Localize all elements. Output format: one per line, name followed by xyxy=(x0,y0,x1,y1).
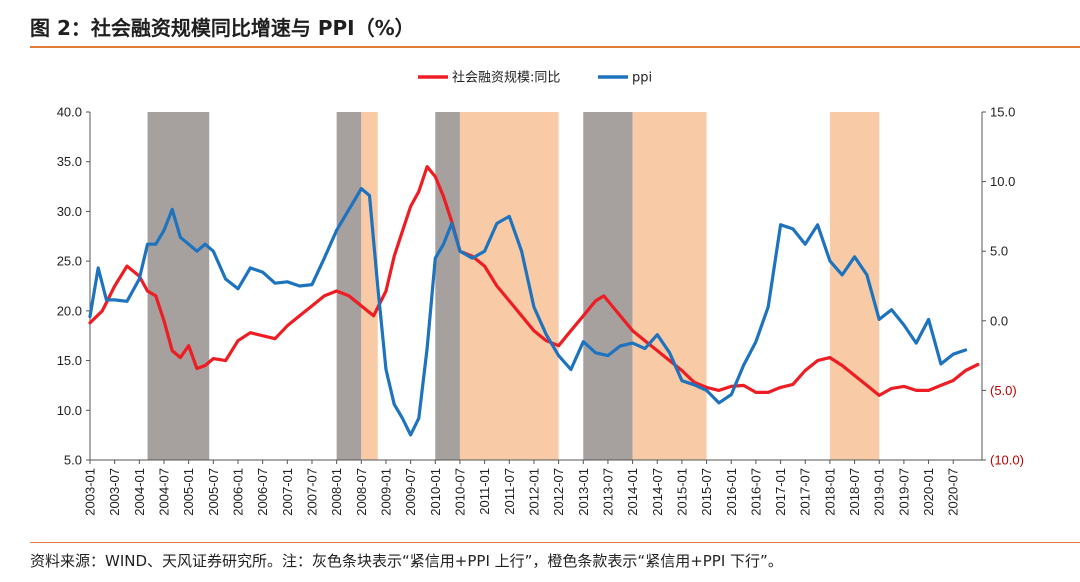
x-tick-label: 2009-07 xyxy=(403,468,418,516)
x-tick-label: 2017-01 xyxy=(773,468,788,516)
x-tick-label: 2010-07 xyxy=(452,468,467,516)
x-tick-label: 2020-01 xyxy=(921,468,936,516)
left-tick-label: 10.0 xyxy=(57,403,82,418)
source-note: 资料来源：WIND、天风证券研究所。注：灰色条块表示“紧信用+PPI 上行”，橙… xyxy=(30,552,783,570)
x-tick-label: 2004-01 xyxy=(132,468,147,516)
title-rule xyxy=(30,46,1080,48)
source-rule xyxy=(30,542,1080,543)
legend-label-ppi: ppi xyxy=(632,71,652,86)
x-tick-label: 2007-01 xyxy=(280,468,295,516)
x-tick-label: 2003-07 xyxy=(107,468,122,516)
right-tick-label: (10.0) xyxy=(990,453,1024,468)
x-tick-label: 2015-01 xyxy=(674,468,689,516)
x-tick-label: 2012-07 xyxy=(551,468,566,516)
right-tick-label: 15.0 xyxy=(990,105,1015,120)
left-tick-label: 40.0 xyxy=(57,105,82,120)
band-7 xyxy=(829,112,880,460)
x-tick-label: 2019-07 xyxy=(896,468,911,516)
series-line-tsf xyxy=(88,165,980,397)
x-tick-label: 2016-01 xyxy=(724,468,739,516)
x-tick-label: 2010-01 xyxy=(428,468,443,516)
band-1 xyxy=(336,112,362,460)
x-tick-label: 2012-01 xyxy=(526,468,541,516)
x-tick-label: 2004-07 xyxy=(156,468,171,516)
legend-label-tsf: 社会融资规模:同比 xyxy=(452,70,560,86)
series-line-ppi xyxy=(88,187,968,437)
x-tick-label: 2018-07 xyxy=(847,468,862,516)
band-3 xyxy=(435,112,460,460)
left-tick-label: 15.0 xyxy=(57,353,82,368)
x-tick-label: 2019-01 xyxy=(872,468,887,516)
x-tick-label: 2014-07 xyxy=(650,468,665,516)
right-tick-label: 10.0 xyxy=(990,174,1015,189)
left-tick-label: 30.0 xyxy=(57,204,82,219)
right-tick-label: 0.0 xyxy=(990,313,1008,328)
x-tick-label: 2011-01 xyxy=(477,468,492,515)
band-6 xyxy=(632,112,707,460)
band-2 xyxy=(361,112,378,460)
x-tick-label: 2020-07 xyxy=(946,468,961,516)
chart-svg: 5.0 10.0 15.0 20.0 25.0 30.0 35.0 40.0 (10.0) (5.… xyxy=(57,70,1024,516)
band-4 xyxy=(459,112,559,460)
right-tick-label: (5.0) xyxy=(990,383,1017,398)
x-tick-label: 2017-07 xyxy=(798,468,813,516)
left-tick-label: 5.0 xyxy=(64,453,82,468)
x-tick-label: 2013-01 xyxy=(576,468,591,516)
left-tick-label: 20.0 xyxy=(57,303,82,318)
band-5 xyxy=(583,112,633,460)
left-tick-label: 25.0 xyxy=(57,254,82,269)
band-0 xyxy=(147,112,210,460)
left-tick-label: 35.0 xyxy=(57,154,82,169)
x-tick-label: 2009-01 xyxy=(378,468,393,516)
figure-title: 图 2：社会融资规模同比增速与 PPI（%） xyxy=(30,16,415,40)
x-tick-label: 2007-07 xyxy=(304,468,319,516)
x-tick-label: 2008-01 xyxy=(329,468,344,516)
x-tick-label: 2013-07 xyxy=(600,468,615,516)
x-tick-label: 2015-07 xyxy=(699,468,714,516)
x-tick-label: 2005-07 xyxy=(206,468,221,516)
x-tick-label: 2014-01 xyxy=(625,468,640,516)
x-tick-label: 2003-01 xyxy=(83,468,98,516)
x-tick-label: 2016-07 xyxy=(748,468,763,516)
x-tick-label: 2006-01 xyxy=(230,468,245,516)
chart-area: 5.0 10.0 15.0 20.0 25.0 30.0 35.0 40.0 (10.0) (5.… xyxy=(0,50,1080,542)
x-tick-label: 2006-07 xyxy=(255,468,270,516)
x-tick-label: 2018-01 xyxy=(822,468,837,516)
x-tick-label: 2005-01 xyxy=(181,468,196,516)
x-tick-label: 2008-07 xyxy=(354,468,369,516)
right-tick-label: 5.0 xyxy=(990,244,1008,259)
x-tick-label: 2011-07 xyxy=(502,468,517,515)
